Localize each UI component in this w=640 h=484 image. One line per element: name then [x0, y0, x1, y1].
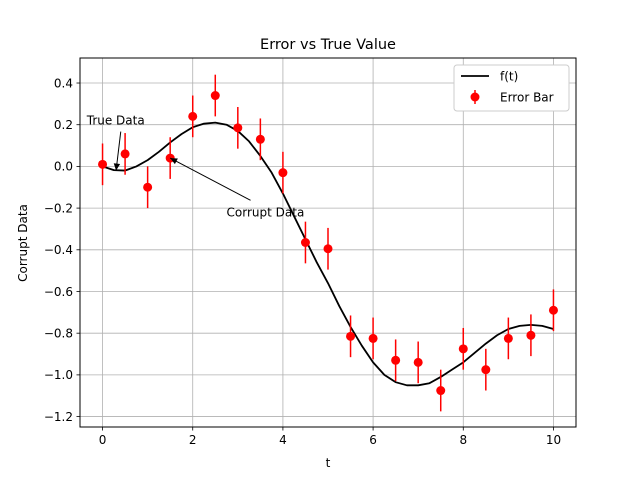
y-tick-label: −0.4 [44, 243, 73, 257]
data-point [503, 333, 513, 343]
chart-title: Error vs True Value [260, 37, 396, 53]
y-tick-label: −1.2 [44, 410, 73, 424]
data-point [233, 123, 243, 133]
legend-marker-swatch [470, 92, 480, 102]
data-point [548, 305, 558, 315]
data-point [120, 149, 130, 159]
annotation-text: True Data [86, 114, 145, 128]
data-point [526, 330, 536, 340]
x-tick-label: 10 [546, 433, 561, 447]
annotations: True Data Corrupt Data [86, 114, 305, 220]
line-series-ft [102, 121, 554, 387]
data-point [323, 244, 333, 254]
x-tick-label: 4 [279, 433, 287, 447]
y-axis-label: Corrupt Data [16, 204, 30, 282]
annotation-text: Corrupt Data [227, 205, 305, 219]
data-point [255, 134, 265, 144]
axis-ticks: 0 2 4 6 8 10 0.4 0.2 0.0 −0.2 −0.4 −0.6 −0.8 −1.0 −1.2 [44, 76, 561, 447]
x-tick-label: 6 [369, 433, 377, 447]
y-tick-label: −1.0 [44, 368, 73, 382]
data-point [436, 386, 446, 396]
data-point [346, 331, 356, 341]
x-tick-label: 2 [189, 433, 197, 447]
data-point [391, 355, 401, 365]
plot-area-frame [79, 57, 577, 428]
legend-label-errorbar: Error Bar [500, 91, 554, 105]
data-point [458, 344, 468, 354]
data-point [368, 333, 378, 343]
data-point [481, 365, 491, 375]
y-tick-label: −0.2 [44, 201, 73, 215]
x-tick-label: 8 [459, 433, 467, 447]
legend-label-ft: f(t) [500, 70, 518, 84]
data-point [98, 159, 108, 169]
data-point [413, 357, 423, 367]
data-point [143, 182, 153, 192]
plot-series [98, 74, 558, 412]
data-point [300, 238, 310, 247]
y-tick-label: 0.0 [54, 160, 73, 174]
legend: f(t) Error Bar [453, 64, 570, 112]
data-point [188, 111, 198, 121]
annotation-arrowhead [170, 158, 178, 165]
y-tick-label: −0.8 [44, 326, 73, 340]
x-axis-label: t [326, 456, 331, 470]
x-tick-label: 0 [99, 433, 107, 447]
y-tick-label: 0.2 [54, 118, 73, 132]
y-tick-label: −0.6 [44, 285, 73, 299]
data-point [278, 168, 288, 178]
annotation-arrow [169, 157, 251, 201]
y-tick-label: 0.4 [54, 76, 73, 90]
data-point [210, 91, 220, 101]
annotation-arrowhead [113, 163, 121, 171]
